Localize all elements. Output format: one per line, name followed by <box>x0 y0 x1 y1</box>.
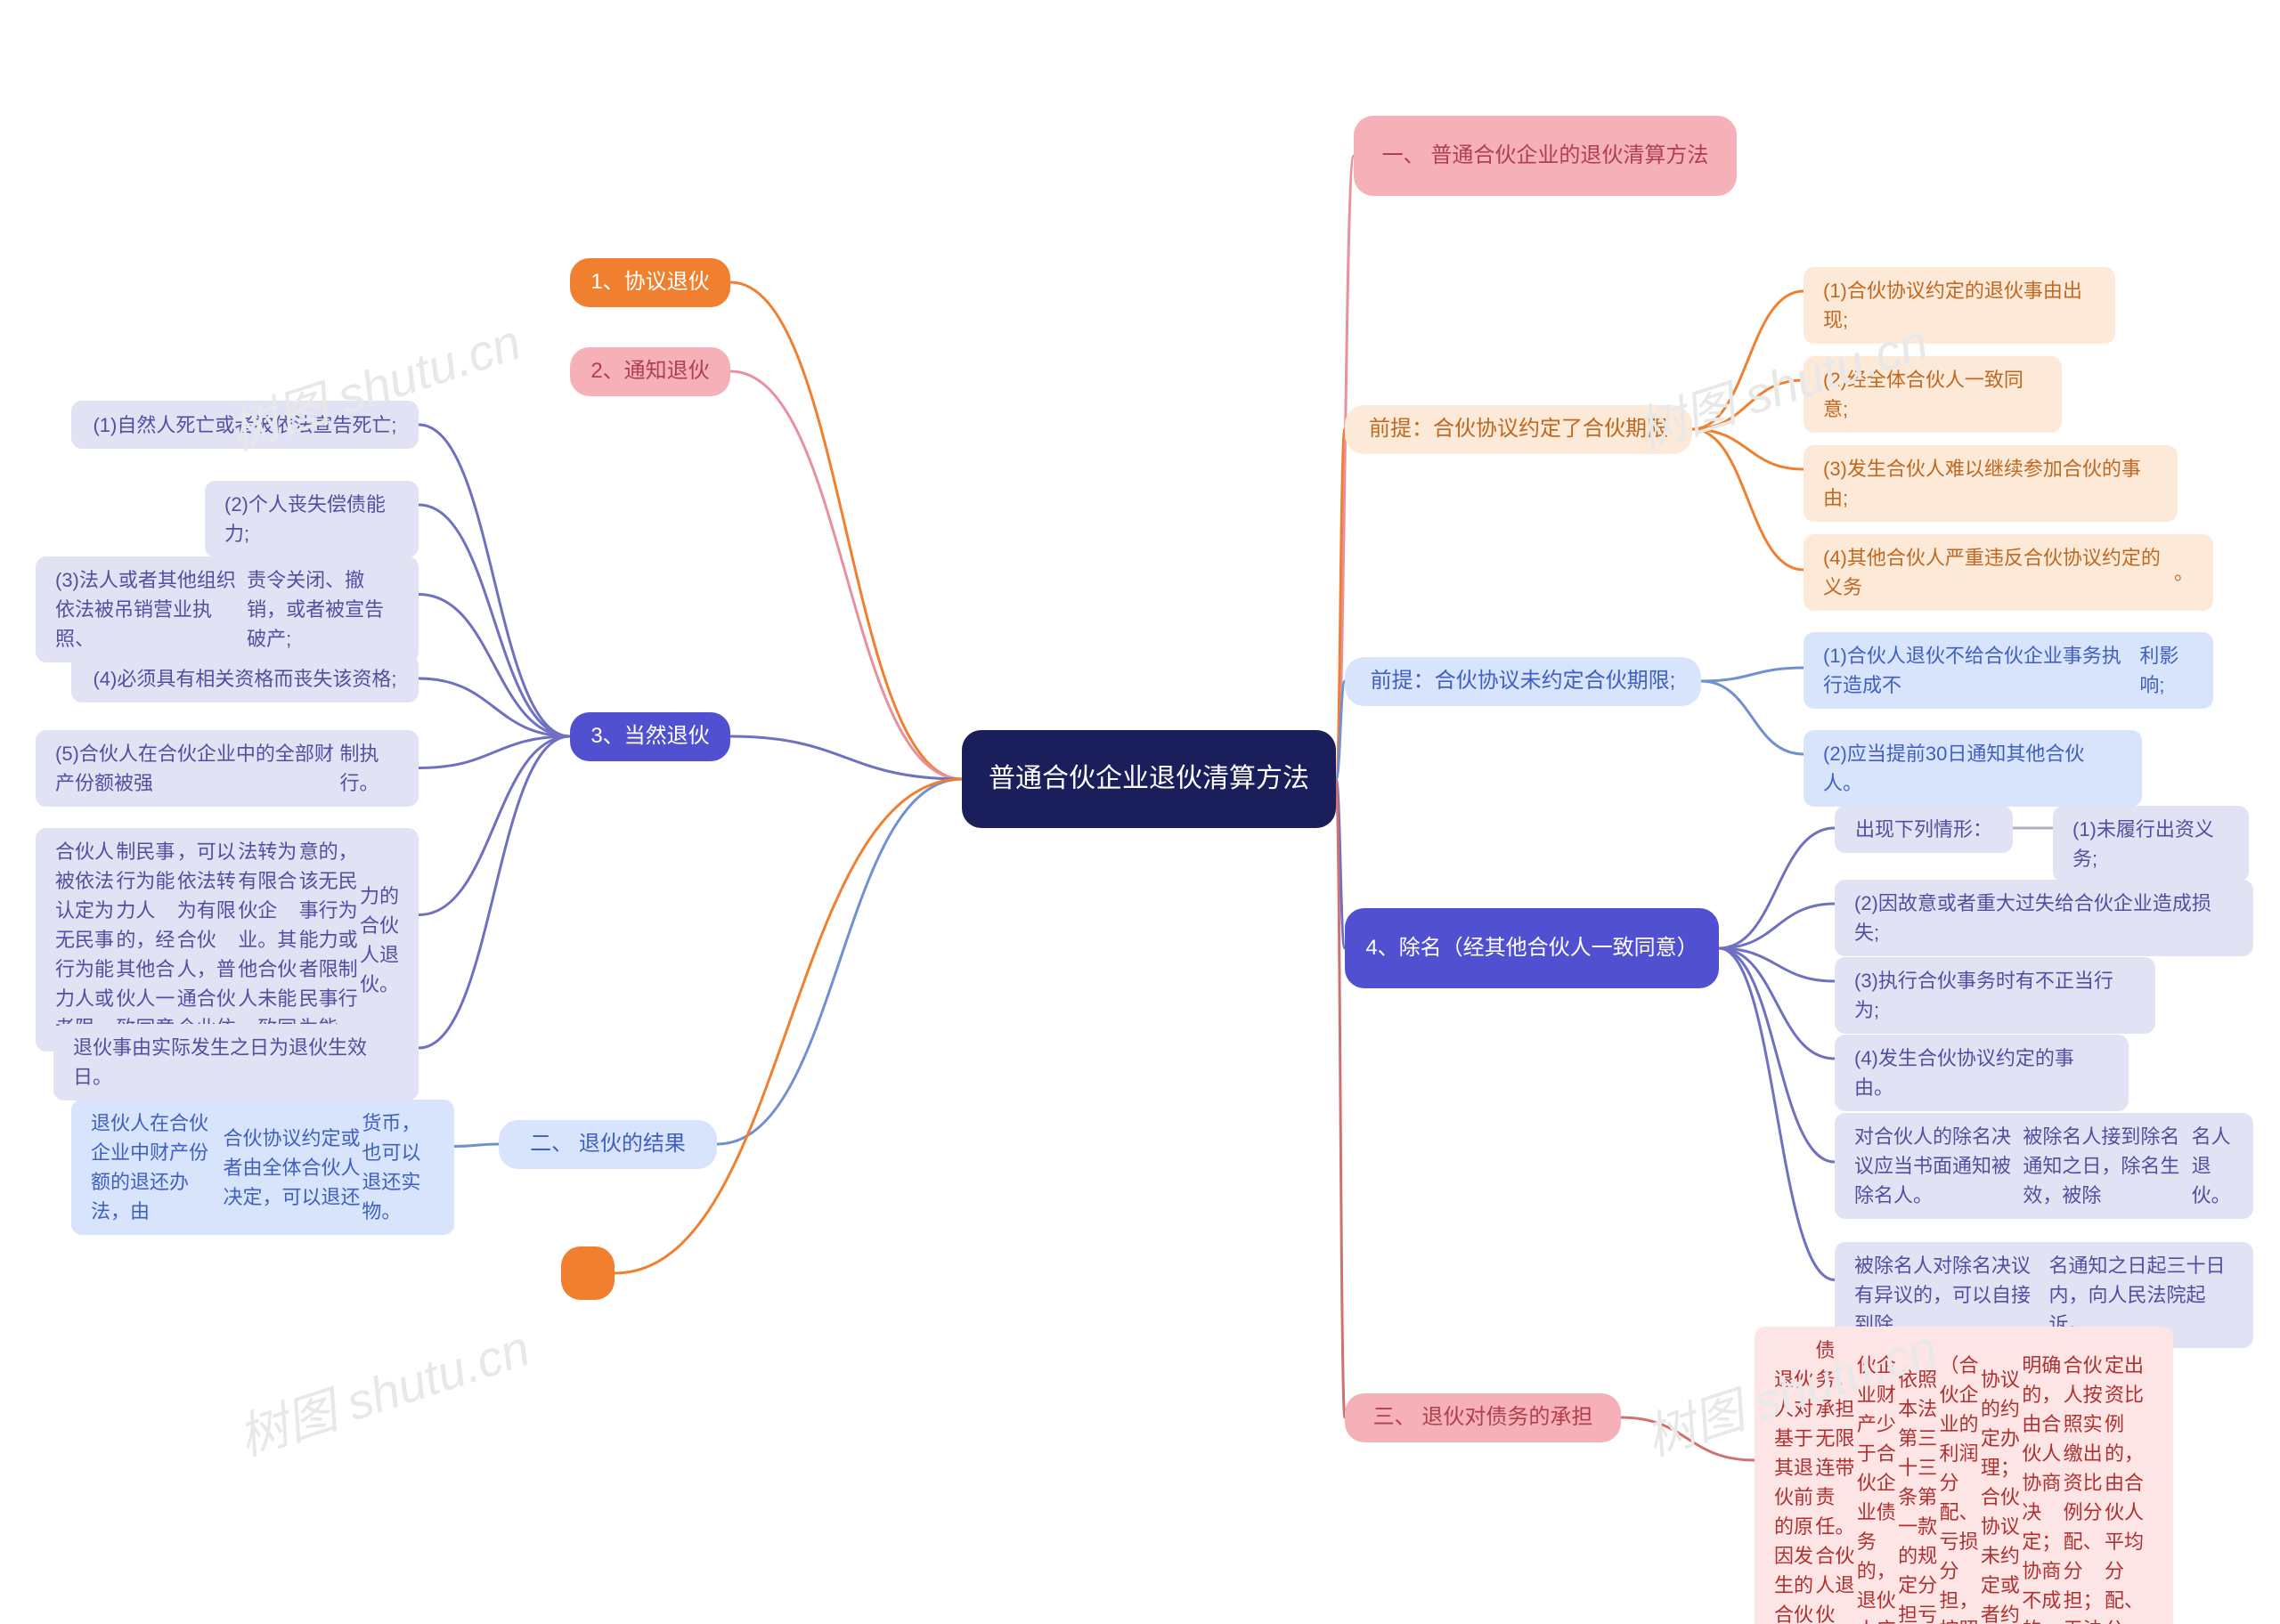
connector <box>1692 291 1804 429</box>
connector <box>454 1144 499 1147</box>
mindmap-node-l3[interactable]: 3、当然退伙 <box>570 712 730 761</box>
mindmap-node-l4a[interactable]: 退伙人在合伙企业中财产份额的退还办法，由合伙协议约定或者由全体合伙人决定，可以退… <box>71 1100 454 1235</box>
mindmap-node-r4x[interactable]: 出现下列情形： <box>1835 806 2013 853</box>
connector <box>419 678 570 736</box>
mindmap-node-l3f[interactable]: 合伙人被依法认定为无民事行为能力人或者限制民事行为能力人的，经其他合伙人一致同意… <box>36 828 419 1052</box>
watermark: 树图 shutu.cn <box>228 1309 538 1471</box>
connector <box>1719 948 1835 1280</box>
connector <box>1621 1417 1755 1460</box>
mindmap-node-r4[interactable]: 4、除名（经其他合伙人一致同意） <box>1345 908 1719 988</box>
mindmap-node-r2d[interactable]: (4)其他合伙人严重违反合伙协议约定的义务。 <box>1804 534 2213 611</box>
mindmap-node-r2[interactable]: 前提：合伙协议约定了合伙期限 <box>1345 405 1692 454</box>
mindmap-node-l5[interactable] <box>561 1246 615 1300</box>
connector <box>1719 948 1835 1162</box>
mindmap-node-r4d[interactable]: 对合伙人的除名决议应当书面通知被除名人。被除名人接到除名通知之日，除名生效，被除… <box>1835 1113 2253 1219</box>
connector <box>730 282 962 779</box>
connector <box>419 736 570 915</box>
mindmap-node-r5a[interactable]: 退伙人对基于其退伙前的原因发生的合伙企业债务，承担无限连带责任。合伙人退伙时，合… <box>1755 1327 2173 1624</box>
mindmap-node-l3d[interactable]: (4)必须具有相关资格而丧失该资格; <box>71 654 419 702</box>
connector <box>1719 904 1835 948</box>
mindmap-node-l2[interactable]: 2、通知退伙 <box>570 347 730 396</box>
connector <box>1701 681 1804 754</box>
mindmap-node-r3b[interactable]: (2)应当提前30日通知其他合伙人。 <box>1804 730 2142 807</box>
connector <box>1336 429 1345 779</box>
mindmap-node-l3c[interactable]: (3)法人或者其他组织依法被吊销营业执照、责令关闭、撤销，或者被宣告破产; <box>36 556 419 662</box>
connector <box>1692 429 1804 570</box>
connector <box>1719 948 1835 981</box>
mindmap-node-l3b[interactable]: (2)个人丧失偿债能力; <box>205 481 419 557</box>
mindmap-node-r2b[interactable]: (2)经全体合伙人一致同意; <box>1804 356 2062 433</box>
mindmap-node-l1[interactable]: 1、协议退伙 <box>570 258 730 307</box>
mindmap-node-r3a[interactable]: (1)合伙人退伙不给合伙企业事务执行造成不利影响; <box>1804 632 2213 709</box>
mindmap-node-r1[interactable]: 一、 普通合伙企业的退伙清算方法 <box>1354 116 1737 196</box>
connector <box>419 595 570 737</box>
mindmap-node-l3g[interactable]: 退伙事由实际发生之日为退伙生效日。 <box>53 1024 419 1100</box>
connector <box>419 425 570 736</box>
connector <box>1336 779 1345 948</box>
connector <box>1692 429 1804 469</box>
connector <box>1692 380 1804 429</box>
mindmap-node-center[interactable]: 普通合伙企业退伙清算方法 <box>962 730 1336 828</box>
mindmap-node-r4x1[interactable]: (1)未履行出资义务; <box>2053 806 2249 882</box>
mindmap-node-r4b[interactable]: (3)执行合伙事务时有不正当行为; <box>1835 957 2155 1034</box>
mindmap-node-r2a[interactable]: (1)合伙协议约定的退伙事由出现; <box>1804 267 2115 344</box>
mindmap-node-l4[interactable]: 二、 退伙的结果 <box>499 1120 717 1169</box>
connector <box>730 371 962 779</box>
mindmap-node-r3[interactable]: 前提：合伙协议未约定合伙期限; <box>1345 657 1701 706</box>
connector <box>1719 828 1835 948</box>
connector <box>615 779 962 1273</box>
connector <box>717 779 962 1144</box>
mindmap-node-l3e[interactable]: (5)合伙人在合伙企业中的全部财产份额被强制执行。 <box>36 730 419 807</box>
mindmap-node-r4c[interactable]: (4)发生合伙协议约定的事由。 <box>1835 1035 2129 1111</box>
connector <box>1719 948 1835 1059</box>
connector <box>1701 668 1804 681</box>
mindmap-node-r4a[interactable]: (2)因故意或者重大过失给合伙企业造成损失; <box>1835 880 2253 956</box>
connector <box>419 505 570 736</box>
connector <box>419 736 570 1048</box>
mindmap-node-r5[interactable]: 三、 退伙对债务的承担 <box>1345 1393 1621 1442</box>
mindmap-node-r2c[interactable]: (3)发生合伙人难以继续参加合伙的事由; <box>1804 445 2178 522</box>
connector <box>1336 681 1345 779</box>
connector <box>419 736 570 768</box>
connector <box>1336 779 1345 1417</box>
connector <box>730 736 962 779</box>
mindmap-node-l3a[interactable]: (1)自然人死亡或者被依法宣告死亡; <box>71 401 419 449</box>
